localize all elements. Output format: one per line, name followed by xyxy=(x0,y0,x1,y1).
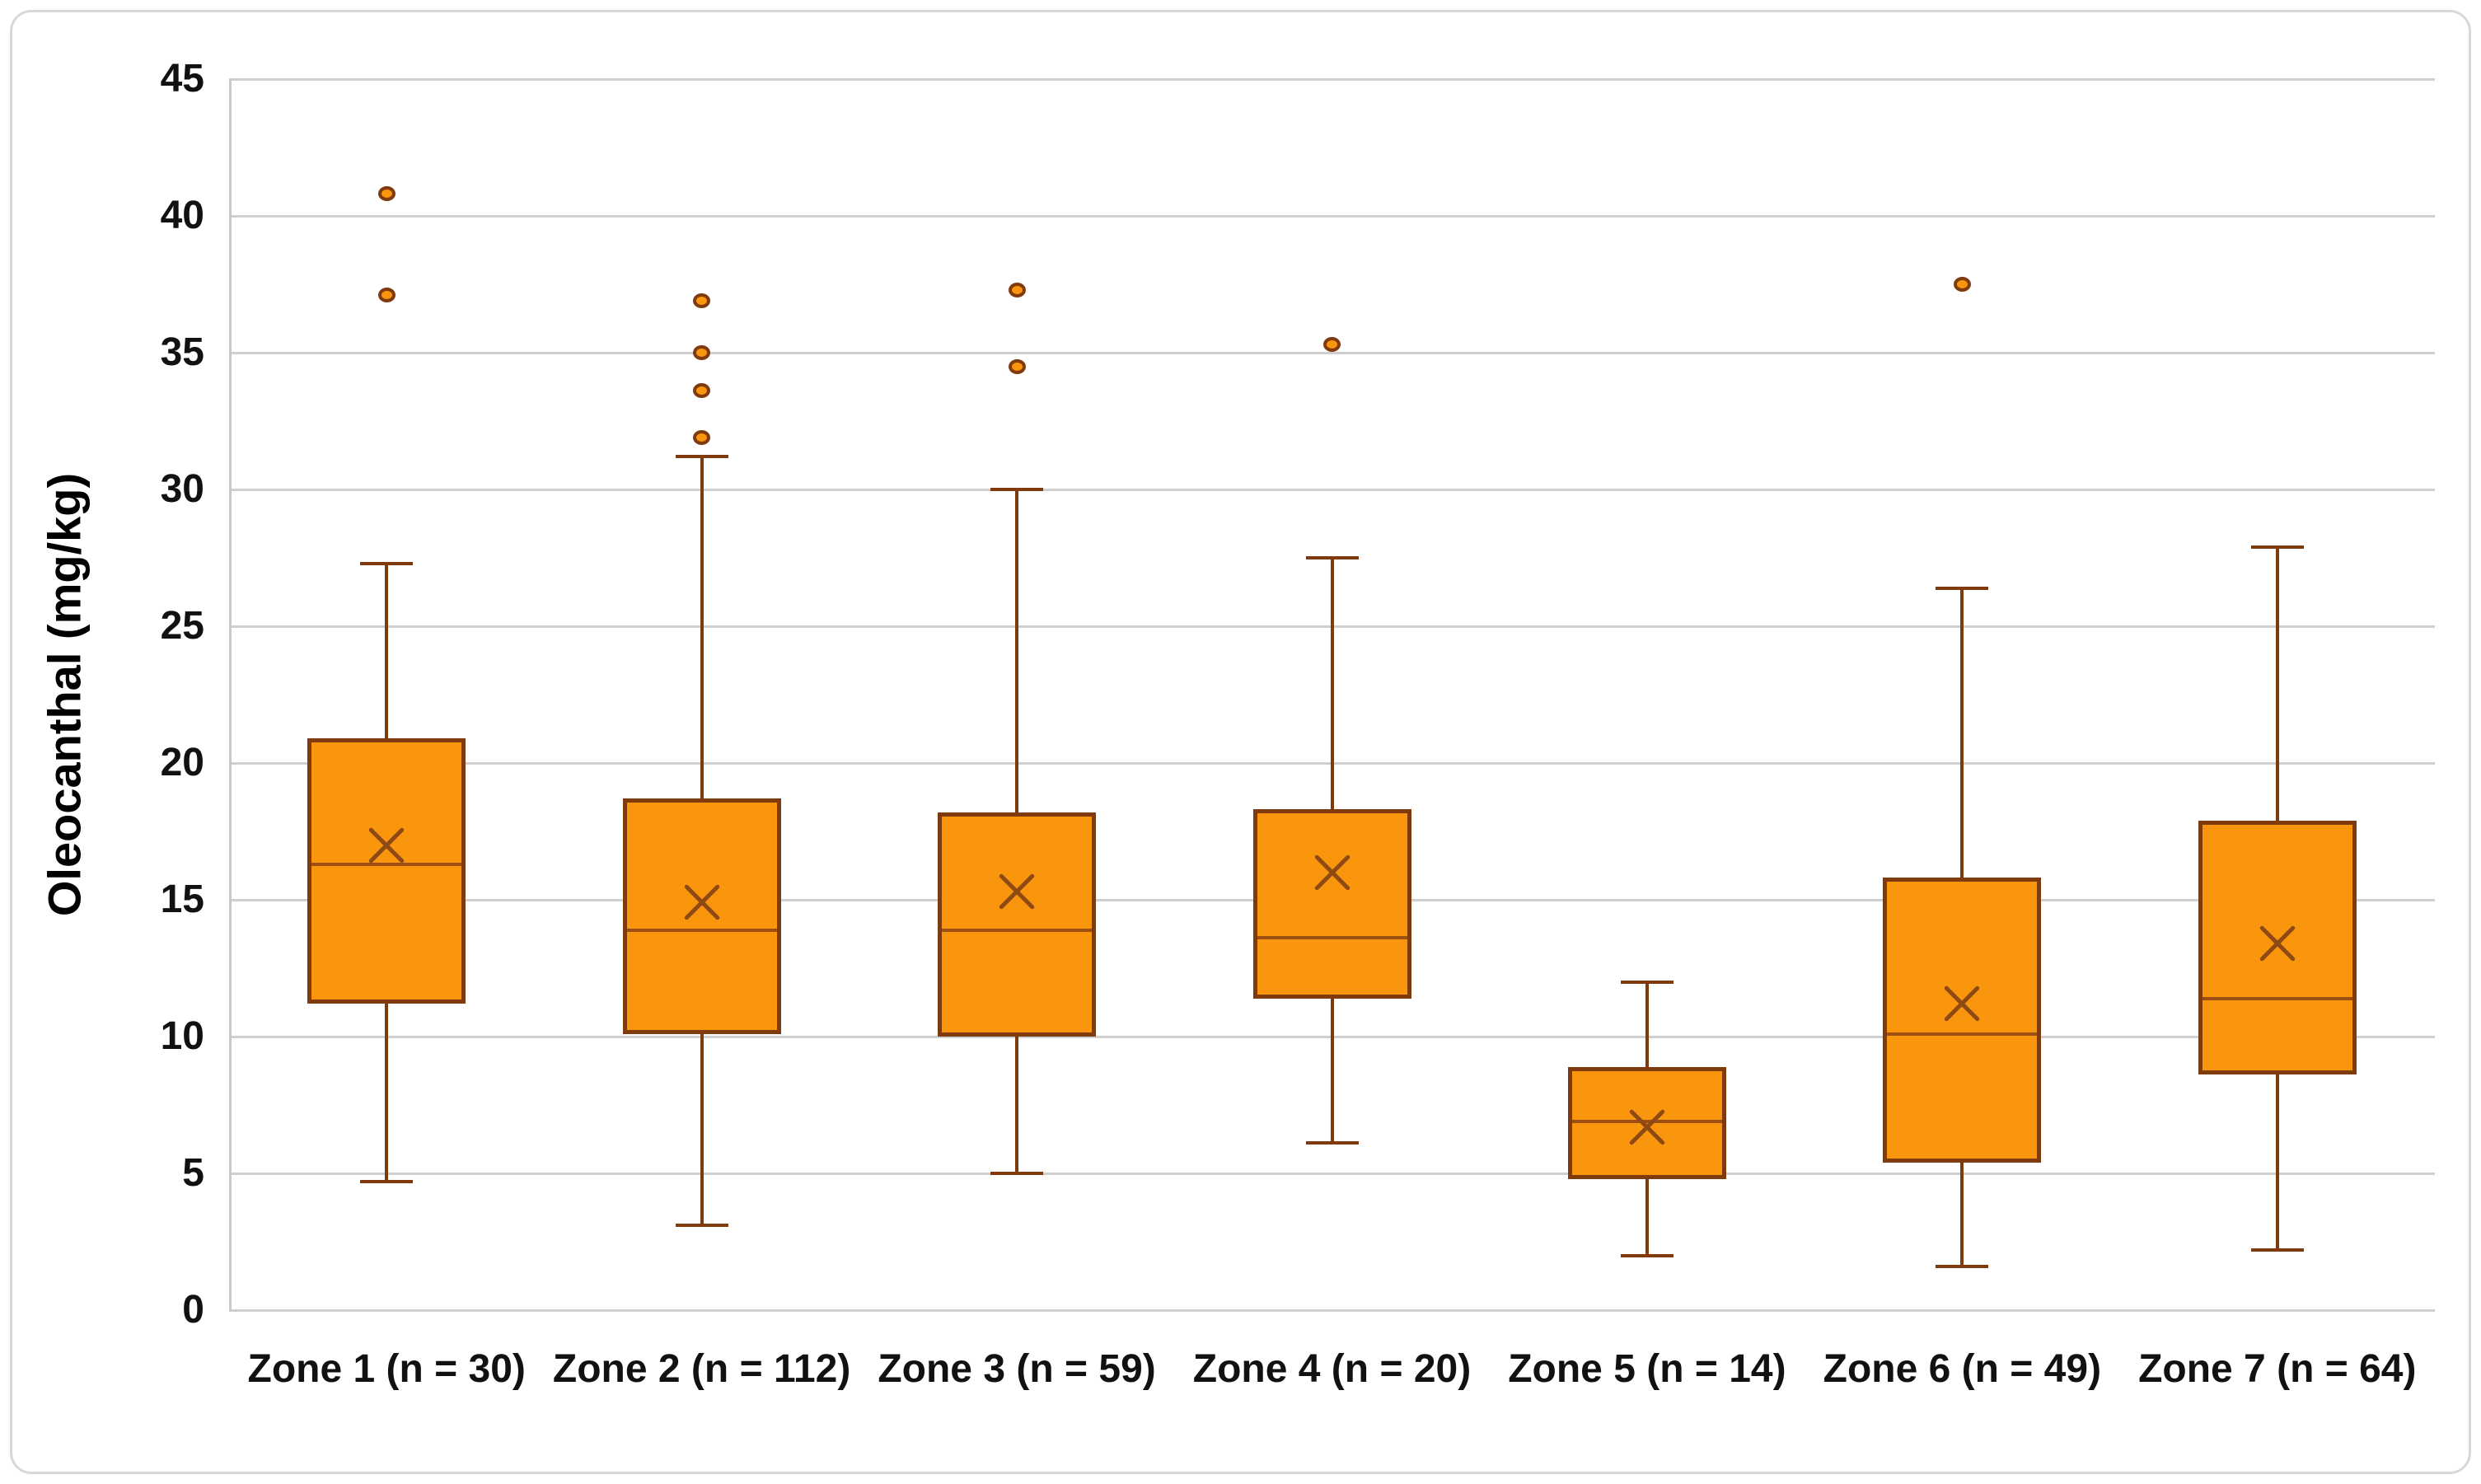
y-tick-label: 15 xyxy=(160,878,204,921)
lower-whisker-line xyxy=(1330,998,1334,1144)
outlier-point xyxy=(693,345,711,360)
mean-x-icon xyxy=(1938,980,1986,1028)
upper-whisker-line xyxy=(1960,588,1964,878)
y-tick-label: 30 xyxy=(160,467,204,511)
outlier-point xyxy=(693,383,711,399)
upper-whisker-line xyxy=(2275,546,2279,821)
lower-whisker-line xyxy=(1645,1178,1649,1256)
gridline xyxy=(229,214,2435,218)
lower-whisker-line xyxy=(1015,1037,1019,1173)
lower-whisker-cap xyxy=(1936,1264,1989,1268)
mean-x-icon xyxy=(993,868,1041,915)
box-iqr xyxy=(307,738,466,1004)
mean-x-icon xyxy=(678,878,726,926)
median-line xyxy=(626,928,777,932)
median-line xyxy=(1571,1119,1722,1123)
median-line xyxy=(942,928,1093,932)
gridline xyxy=(229,488,2435,491)
lower-whisker-line xyxy=(385,1004,389,1182)
outlier-point xyxy=(377,288,396,303)
mean-x-icon xyxy=(2254,920,2301,967)
gridline xyxy=(229,351,2435,354)
outlier-point xyxy=(1008,282,1026,297)
upper-whisker-cap xyxy=(360,561,414,565)
y-tick-label: 0 xyxy=(182,1288,204,1332)
y-tick-label: 45 xyxy=(160,57,204,101)
lower-whisker-cap xyxy=(1305,1141,1359,1145)
lower-whisker-cap xyxy=(675,1224,728,1228)
outlier-point xyxy=(377,186,396,202)
median-line xyxy=(2202,996,2352,1000)
gridline xyxy=(229,1308,2435,1312)
upper-whisker-line xyxy=(385,563,389,739)
box-iqr xyxy=(1252,809,1411,999)
gridline xyxy=(229,1172,2435,1175)
lower-whisker-cap xyxy=(2250,1248,2304,1252)
upper-whisker-line xyxy=(1645,981,1649,1067)
upper-whisker-cap xyxy=(990,488,1044,491)
y-tick-label: 10 xyxy=(160,1014,204,1058)
y-axis-line xyxy=(229,79,232,1310)
x-category-label: Zone 5 (n = 14) xyxy=(1508,1347,1786,1391)
upper-whisker-line xyxy=(1015,489,1019,812)
x-category-label: Zone 1 (n = 30) xyxy=(247,1347,526,1391)
y-tick-label: 5 xyxy=(182,1151,204,1195)
x-category-label: Zone 3 (n = 59) xyxy=(878,1347,1156,1391)
mean-x-icon xyxy=(1623,1103,1671,1151)
x-category-label: Zone 4 (n = 20) xyxy=(1192,1347,1472,1391)
upper-whisker-cap xyxy=(2250,545,2304,549)
box-iqr xyxy=(938,812,1097,1037)
x-category-label: Zone 7 (n = 64) xyxy=(2138,1347,2417,1391)
upper-whisker-line xyxy=(1330,558,1334,810)
x-category-label: Zone 6 (n = 49) xyxy=(1823,1347,2102,1391)
lower-whisker-cap xyxy=(360,1179,414,1183)
upper-whisker-line xyxy=(700,456,704,799)
lower-whisker-line xyxy=(2275,1074,2279,1250)
box-iqr xyxy=(1883,878,2042,1163)
outlier-point xyxy=(1953,277,1971,292)
median-line xyxy=(311,862,462,866)
lower-whisker-cap xyxy=(1620,1253,1674,1257)
upper-whisker-cap xyxy=(1305,556,1359,559)
x-category-label: Zone 2 (n = 112) xyxy=(552,1347,851,1391)
y-tick-label: 40 xyxy=(160,194,204,237)
y-tick-label: 35 xyxy=(160,330,204,374)
median-line xyxy=(1257,936,1407,940)
lower-whisker-cap xyxy=(990,1172,1044,1175)
outlier-point xyxy=(1323,337,1341,353)
y-tick-label: 25 xyxy=(160,604,204,648)
outlier-point xyxy=(1008,358,1026,374)
lower-whisker-line xyxy=(1960,1162,1964,1266)
y-tick-label: 20 xyxy=(160,741,204,784)
upper-whisker-cap xyxy=(1936,586,1989,590)
mean-x-icon xyxy=(1308,849,1356,896)
lower-whisker-line xyxy=(700,1033,704,1226)
upper-whisker-cap xyxy=(675,455,728,459)
outlier-point xyxy=(693,429,711,445)
box-iqr xyxy=(622,798,781,1034)
gridline xyxy=(229,77,2435,81)
outlier-point xyxy=(693,293,711,308)
mean-x-icon xyxy=(363,822,410,869)
box-iqr xyxy=(2198,820,2357,1075)
median-line xyxy=(1887,1032,2038,1036)
upper-whisker-cap xyxy=(1620,980,1674,984)
